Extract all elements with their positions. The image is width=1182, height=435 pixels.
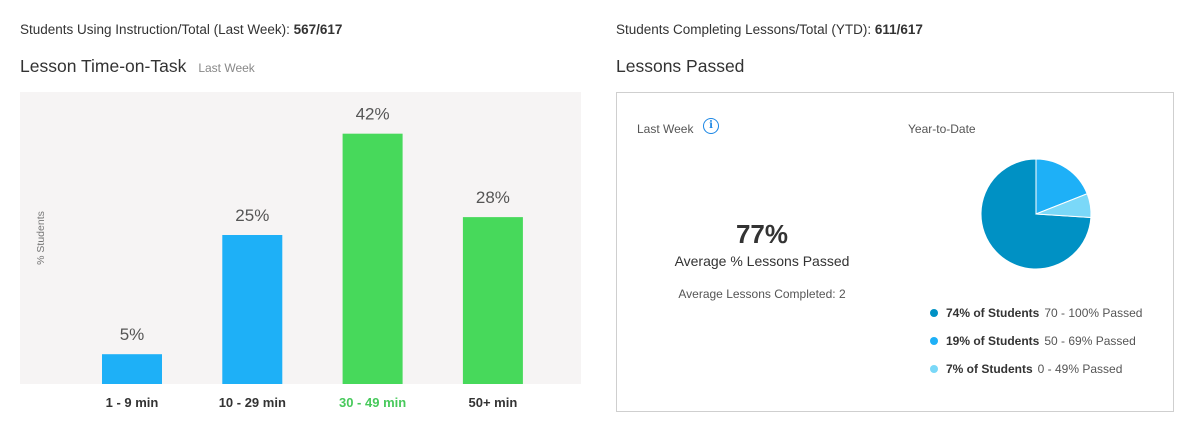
pie-legend: 74% of Students 70 - 100% Passed 19% of … [930, 299, 1142, 383]
legend-item-text: 70 - 100% Passed [1044, 306, 1143, 320]
time-on-task-title: Lesson Time-on-Task [20, 56, 187, 76]
time-on-task-bar-chart: % Students 5% 1 - 9 min 25% 10 - 29 min 42% 3… [20, 92, 581, 410]
legend-dot [930, 365, 938, 373]
bar [462, 217, 523, 384]
category-label: 50+ min [469, 395, 518, 410]
instruction-stat-label: Students Using Instruction/Total (Last W… [20, 22, 290, 37]
average-percent-label: Average % Lessons Passed [674, 253, 850, 269]
bar-value-label: 28% [476, 188, 510, 207]
bar [102, 354, 162, 384]
legend-item-text: 50 - 69% Passed [1044, 334, 1136, 348]
completing-stat: Students Completing Lessons/Total (YTD):… [616, 22, 923, 37]
y-axis-label: % Students [35, 211, 47, 265]
ytd-pie-chart [980, 158, 1092, 270]
legend-item: 19% of Students 50 - 69% Passed [930, 327, 1142, 355]
pie-slice [1035, 193, 1092, 218]
lessons-passed-panel: Last Week i 77% Average % Lessons Passed… [616, 92, 1174, 412]
lessons-passed-title: Lessons Passed [616, 56, 745, 76]
average-completed: Average Lessons Completed: 2 [617, 287, 907, 301]
bar [222, 235, 283, 384]
completing-stat-value: 611/617 [874, 22, 923, 37]
info-icon[interactable]: i [703, 118, 719, 134]
legend-dot [930, 337, 938, 345]
category-label: 1 - 9 min [106, 395, 159, 410]
legend-item-bold: 7% of Students [946, 362, 1033, 376]
ytd-label: Year-to-Date [908, 122, 976, 136]
category-label: 10 - 29 min [219, 395, 286, 410]
time-on-task-subtitle: Last Week [198, 61, 255, 75]
time-on-task-heading: Lesson Time-on-Task Last Week [20, 56, 255, 77]
pie-slice [1035, 158, 1088, 215]
legend-item: 74% of Students 70 - 100% Passed [930, 299, 1142, 327]
average-percent: 77% [735, 219, 789, 249]
legend-dot [930, 309, 938, 317]
legend-item-bold: 19% of Students [946, 334, 1040, 348]
lessons-passed-heading: Lessons Passed [616, 56, 744, 77]
legend-item: 7% of Students 0 - 49% Passed [930, 355, 1142, 383]
bar-value-label: 5% [120, 325, 145, 344]
bar [342, 133, 403, 384]
legend-item-bold: 74% of Students [946, 306, 1040, 320]
completing-stat-label: Students Completing Lessons/Total (YTD): [616, 22, 872, 37]
instruction-stat: Students Using Instruction/Total (Last W… [20, 22, 342, 37]
bar-value-label: 25% [235, 206, 269, 225]
category-label: 30 - 49 min [339, 395, 406, 410]
bar-value-label: 42% [356, 105, 390, 124]
average-completed-value: 2 [838, 287, 846, 301]
legend-item-text: 0 - 49% Passed [1037, 362, 1123, 376]
average-completed-label: Average Lessons Completed: [678, 287, 836, 301]
last-week-label: Last Week [637, 122, 694, 136]
instruction-stat-value: 567/617 [293, 22, 343, 37]
